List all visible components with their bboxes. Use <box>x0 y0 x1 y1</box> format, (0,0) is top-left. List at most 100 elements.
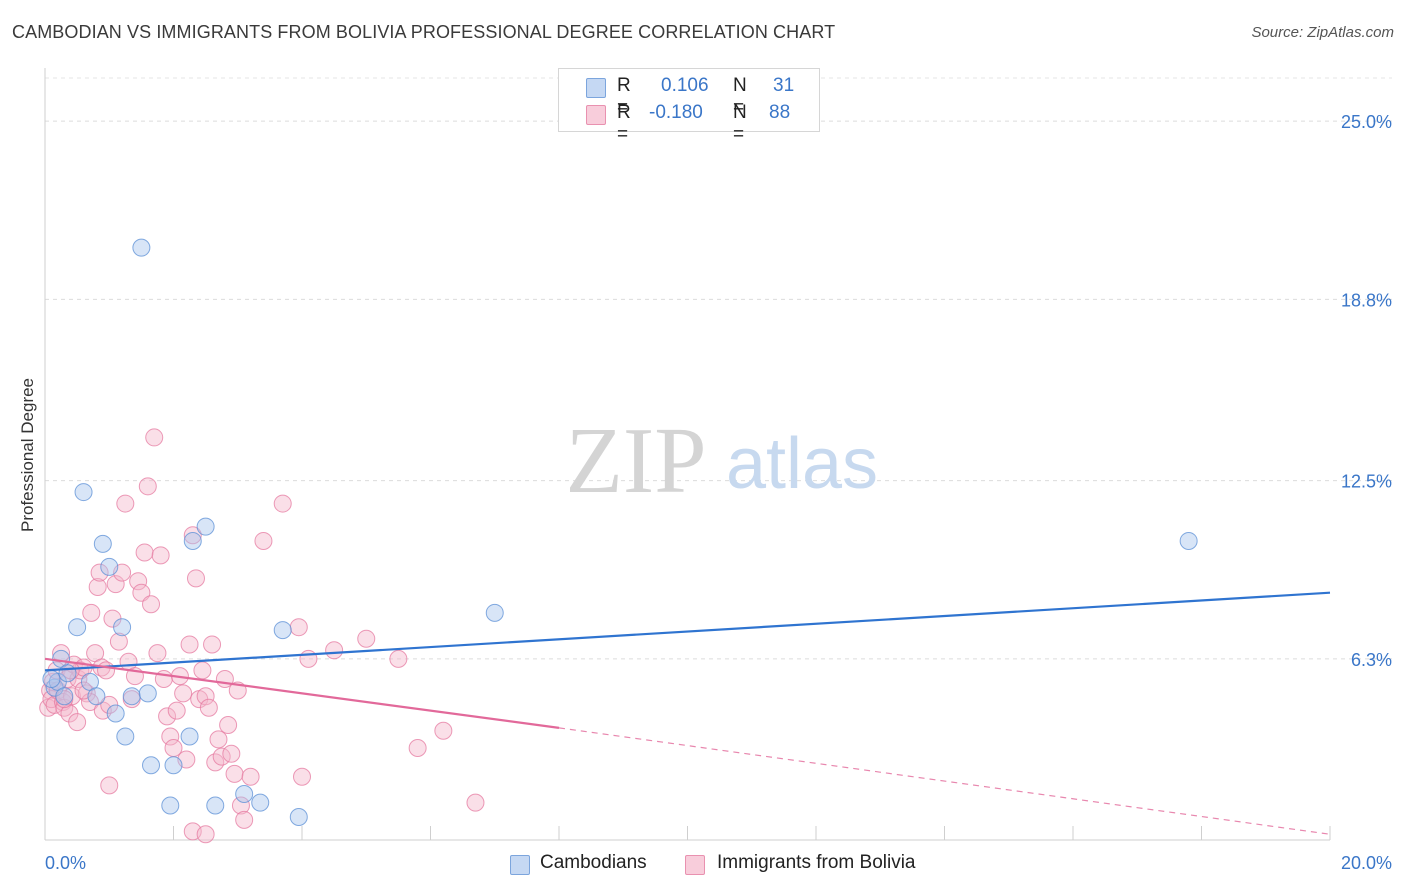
point-bolivia <box>199 698 218 717</box>
trend-line-cambodians <box>44 591 1331 672</box>
watermark-atlas: atlas <box>726 424 878 504</box>
point-cambodian <box>132 238 151 257</box>
y-tick-label: 12.5% <box>1341 472 1392 492</box>
bottom-legend-swatch-blue <box>510 855 530 875</box>
legend-r-value: -0.180 <box>649 102 703 123</box>
point-bolivia <box>183 526 202 545</box>
point-cambodian <box>58 664 77 683</box>
x-tick-label: 0.0% <box>45 853 86 873</box>
point-bolivia <box>88 577 107 596</box>
point-bolivia <box>434 721 453 740</box>
chart-title: CAMBODIAN VS IMMIGRANTS FROM BOLIVIA PRO… <box>12 22 836 42</box>
watermark: ZIP atlas <box>566 409 879 513</box>
point-bolivia <box>116 494 135 513</box>
trend-line-bolivia <box>44 657 560 729</box>
point-cambodian <box>93 534 112 553</box>
point-bolivia <box>241 767 260 786</box>
x-tick-label: 20.0% <box>1341 853 1392 873</box>
point-bolivia <box>180 635 199 654</box>
legend-n-value: 31 <box>773 75 795 96</box>
point-bolivia <box>132 583 151 602</box>
point-cambodian <box>55 687 74 706</box>
point-bolivia <box>186 569 205 588</box>
point-bolivia <box>90 563 109 582</box>
point-cambodian <box>485 603 504 622</box>
point-bolivia <box>138 477 157 496</box>
point-cambodian <box>206 796 225 815</box>
point-bolivia <box>129 572 148 591</box>
point-bolivia <box>68 713 87 732</box>
point-cambodian <box>180 727 199 746</box>
point-cambodian <box>87 687 106 706</box>
legend-r-label: R = <box>617 102 631 145</box>
point-bolivia <box>289 618 308 637</box>
legend-r-value: 0.106 <box>661 75 709 96</box>
point-bolivia <box>106 575 125 594</box>
point-bolivia <box>135 543 154 562</box>
point-cambodian <box>251 793 270 812</box>
point-bolivia <box>174 684 193 703</box>
point-bolivia <box>254 531 273 550</box>
point-bolivia <box>167 701 186 720</box>
point-cambodian <box>68 618 87 637</box>
point-cambodian <box>196 517 215 536</box>
bottom-legend-label: Immigrants from Bolivia <box>717 852 916 873</box>
point-bolivia <box>145 428 164 447</box>
legend-n-label: N = <box>733 75 747 118</box>
point-bolivia <box>148 644 167 663</box>
point-bolivia <box>235 810 254 829</box>
y-tick-label: 18.8% <box>1341 290 1392 310</box>
point-cambodian <box>106 704 125 723</box>
point-bolivia <box>466 793 485 812</box>
point-cambodian <box>138 684 157 703</box>
point-cambodian <box>100 557 119 576</box>
point-bolivia <box>142 595 161 614</box>
point-cambodian <box>164 756 183 775</box>
point-bolivia <box>293 767 311 786</box>
axes <box>44 68 1331 841</box>
point-bolivia <box>219 715 238 734</box>
point-cambodian <box>273 621 292 640</box>
point-bolivia <box>158 707 177 726</box>
x-tick-labels: 0.0% 20.0% <box>45 853 1392 873</box>
point-bolivia <box>299 649 318 668</box>
point-bolivia <box>53 692 72 711</box>
trend-line-bolivia-extrapolated <box>558 727 1331 835</box>
y-tick-labels: 6.3% 12.5% 18.8% 25.0% <box>1341 112 1392 670</box>
point-bolivia <box>225 764 244 783</box>
data-points <box>39 238 1198 844</box>
legend-n-value: 88 <box>769 102 791 123</box>
point-bolivia <box>196 825 215 844</box>
point-cambodian <box>74 483 93 502</box>
bottom-legend-label: Cambodians <box>540 852 647 873</box>
legend-n-label: N = <box>733 102 747 145</box>
legend-swatch-blue <box>586 78 606 98</box>
trend-lines <box>44 591 1331 835</box>
point-bolivia <box>408 738 427 757</box>
point-cambodian <box>161 796 180 815</box>
legend-swatch-pink <box>586 105 606 125</box>
y-tick-label: 25.0% <box>1341 112 1392 132</box>
point-bolivia <box>222 744 241 763</box>
point-bolivia <box>97 661 116 680</box>
watermark-zip: ZIP <box>566 409 707 513</box>
point-bolivia <box>273 494 292 513</box>
point-bolivia <box>231 796 250 815</box>
point-bolivia <box>357 629 376 648</box>
point-cambodian <box>235 784 254 803</box>
point-cambodian <box>142 756 161 775</box>
point-bolivia <box>196 687 215 706</box>
point-bolivia <box>109 632 128 651</box>
bottom-legend-swatch-pink <box>685 855 705 875</box>
point-bolivia <box>325 641 344 660</box>
point-cambodian <box>116 727 135 746</box>
point-bolivia <box>193 661 212 680</box>
point-cambodian <box>1179 531 1198 550</box>
point-bolivia <box>389 649 408 668</box>
y-tick-label: 6.3% <box>1351 650 1392 670</box>
point-bolivia <box>82 603 101 622</box>
gridlines <box>45 77 1392 660</box>
point-bolivia <box>161 727 180 746</box>
point-bolivia <box>203 635 222 654</box>
